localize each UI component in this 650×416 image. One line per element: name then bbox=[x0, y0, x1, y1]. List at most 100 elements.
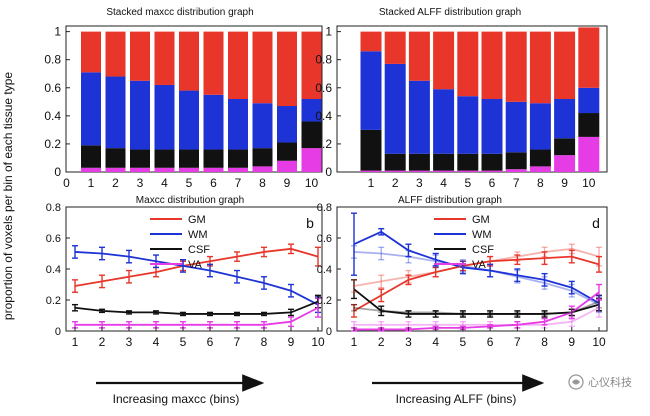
bar-a-gm-8 bbox=[252, 31, 273, 104]
bar-c-csf-4 bbox=[433, 153, 455, 171]
bar-a-csf-7 bbox=[228, 149, 248, 168]
panel-c-bars bbox=[360, 27, 600, 172]
xtick-label-b: 1 bbox=[72, 335, 79, 349]
bar-c-wm-9 bbox=[554, 99, 576, 139]
ytick-label-c: 0.2 bbox=[315, 137, 332, 151]
bar-a-wm-4 bbox=[154, 84, 175, 150]
ytick-label-a: 0 bbox=[54, 165, 61, 179]
bar-a-csf-4 bbox=[154, 149, 175, 168]
bar-c-va-5 bbox=[457, 170, 479, 172]
bar-c-wm-2 bbox=[384, 63, 406, 154]
xtick-label-d: 2 bbox=[378, 335, 385, 349]
bar-a-gm-9 bbox=[277, 31, 297, 107]
legend-label-wm: WM bbox=[188, 229, 208, 241]
line-b-csf bbox=[74, 300, 319, 315]
bar-c-csf-10 bbox=[578, 113, 600, 137]
ytick-label-c: 0 bbox=[325, 165, 332, 179]
line-d-faded-va bbox=[354, 306, 600, 326]
bar-c-wm-3 bbox=[408, 80, 430, 154]
legend-label-wm: WM bbox=[472, 229, 492, 241]
ytick-label-d: 0.4 bbox=[317, 264, 332, 276]
panel-b-lines bbox=[72, 243, 321, 329]
bar-c-va-4 bbox=[433, 170, 455, 172]
ytick-label-a: 0.4 bbox=[44, 109, 61, 123]
bar-c-wm-8 bbox=[529, 103, 551, 150]
xtick-label-a: 5 bbox=[186, 176, 193, 190]
bar-a-gm-1 bbox=[81, 31, 101, 73]
bar-c-va-3 bbox=[408, 170, 430, 172]
bar-a-gm-5 bbox=[179, 31, 199, 91]
xtick-label-a: 2 bbox=[112, 176, 119, 190]
legend-label-va: VA bbox=[188, 259, 203, 271]
panel-d-title: ALFF distribution graph bbox=[398, 195, 502, 206]
legend-label-csf: CSF bbox=[188, 244, 210, 256]
xtick-label-a: 4 bbox=[161, 176, 168, 190]
bar-a-wm-10 bbox=[301, 99, 322, 122]
legend-label-gm: GM bbox=[188, 214, 206, 226]
ytick-label-b: 0.6 bbox=[46, 233, 61, 245]
bar-c-gm-8 bbox=[529, 31, 551, 104]
ytick-label-a: 0.6 bbox=[44, 81, 61, 95]
ytick-label-c: 0.6 bbox=[315, 81, 332, 95]
bar-c-csf-6 bbox=[481, 153, 503, 171]
bar-c-wm-7 bbox=[505, 101, 527, 153]
xtick-label-a: 3 bbox=[137, 176, 144, 190]
bar-a-va-1 bbox=[81, 167, 101, 172]
legend-label-csf: CSF bbox=[472, 244, 494, 256]
panel-a-bars bbox=[81, 31, 322, 172]
bar-c-wm-6 bbox=[481, 99, 503, 154]
bar-a-gm-10 bbox=[301, 31, 322, 99]
bar-a-wm-2 bbox=[105, 76, 126, 149]
line-d-csf bbox=[353, 288, 600, 315]
ytick-label-d: 0.6 bbox=[317, 233, 332, 245]
ytick-label-b: 0.4 bbox=[46, 264, 61, 276]
bar-c-wm-10 bbox=[578, 87, 600, 114]
ytick-label-b: 0.8 bbox=[46, 202, 61, 214]
xtick-label-b: 10 bbox=[311, 335, 325, 349]
ytick-label-a: 0.2 bbox=[44, 137, 61, 151]
bar-c-csf-7 bbox=[505, 152, 527, 170]
bar-c-csf-9 bbox=[554, 138, 576, 156]
bar-a-wm-3 bbox=[130, 80, 150, 150]
xtick-label-d: 6 bbox=[487, 335, 494, 349]
ytick-label-c: 0.4 bbox=[315, 109, 332, 123]
bar-c-gm-9 bbox=[554, 31, 576, 99]
bar-a-va-4 bbox=[154, 167, 175, 172]
bar-c-va-9 bbox=[554, 155, 576, 172]
line-d-wm bbox=[353, 230, 600, 304]
bar-a-gm-2 bbox=[105, 31, 126, 77]
bar-c-gm-4 bbox=[433, 31, 455, 90]
line-d-faded-gm bbox=[353, 247, 600, 287]
line-d-faded-csf bbox=[353, 300, 600, 315]
xtick-label-b: 5 bbox=[180, 335, 187, 349]
bar-a-csf-9 bbox=[277, 142, 297, 161]
bar-c-csf-3 bbox=[408, 153, 430, 171]
ytick-label-d: 0.2 bbox=[317, 295, 332, 307]
xtick-label-b: 8 bbox=[261, 335, 268, 349]
xtick-label-a: 6 bbox=[210, 176, 217, 190]
panel-c-title: Stacked ALFF distribution graph bbox=[379, 7, 521, 18]
line-b-gm bbox=[74, 247, 319, 287]
bar-a-wm-8 bbox=[252, 103, 273, 149]
panel-a-title: Stacked maxcc distribution graph bbox=[106, 7, 253, 18]
xtick-label-d: 7 bbox=[514, 335, 521, 349]
bar-c-gm-3 bbox=[408, 31, 430, 81]
bar-a-va-10 bbox=[301, 148, 322, 172]
xtick-label-b: 9 bbox=[288, 335, 295, 349]
bar-c-wm-1 bbox=[360, 51, 382, 130]
bar-a-gm-7 bbox=[228, 31, 248, 99]
legend-label-gm: GM bbox=[472, 214, 490, 226]
watermark-icon bbox=[568, 374, 584, 390]
bar-a-csf-2 bbox=[105, 148, 126, 168]
bar-c-va-7 bbox=[505, 169, 527, 172]
line-b-va bbox=[75, 306, 319, 326]
xtick-label-b: 7 bbox=[234, 335, 241, 349]
bar-c-gm-6 bbox=[481, 31, 503, 99]
bar-c-gm-5 bbox=[457, 31, 479, 97]
xtick-label-c: 6 bbox=[489, 176, 496, 190]
bar-c-wm-4 bbox=[433, 89, 455, 154]
xtick-label-a: 8 bbox=[259, 176, 266, 190]
bar-a-wm-9 bbox=[277, 106, 297, 143]
bar-c-va-1 bbox=[360, 170, 382, 172]
